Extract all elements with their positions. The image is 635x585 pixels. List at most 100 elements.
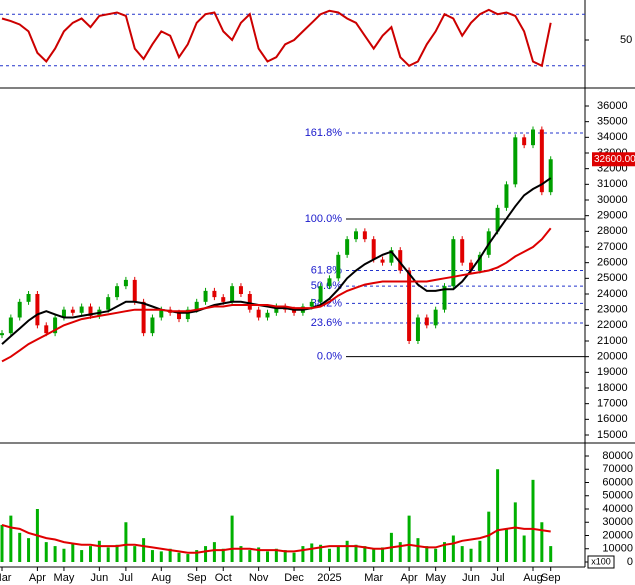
candle xyxy=(477,254,482,271)
y-tick-label: 36000 xyxy=(597,100,628,112)
oscillator-panel xyxy=(0,8,585,68)
volume-bar xyxy=(9,515,13,562)
y-tick-label: 21000 xyxy=(597,335,628,347)
y-tick-label: 28000 xyxy=(597,225,628,237)
last-price-label: 32600.00 xyxy=(594,154,635,165)
candle xyxy=(336,254,341,279)
volume-bar xyxy=(451,535,455,562)
candle xyxy=(35,294,40,326)
x-tick-label: Apr xyxy=(29,572,46,584)
candle xyxy=(177,312,181,320)
x-tick-label: Jun xyxy=(462,572,480,584)
candle xyxy=(460,239,465,263)
candle xyxy=(17,301,22,318)
x-tick-label: Apr xyxy=(401,572,418,584)
x-tick-label: Oct xyxy=(215,572,232,584)
x-tick-label: May xyxy=(425,572,446,584)
volume-bar xyxy=(487,511,491,562)
volume-bar xyxy=(354,544,358,562)
x-tick-label: 2025 xyxy=(317,572,341,584)
volume-bar xyxy=(283,550,287,562)
candle xyxy=(415,317,420,341)
moving-average xyxy=(1,177,552,345)
candle xyxy=(70,309,75,313)
volume-bar xyxy=(460,546,464,562)
volume-bar xyxy=(204,546,208,562)
candle xyxy=(371,239,376,260)
candle xyxy=(539,129,544,193)
volume-bar xyxy=(443,542,446,562)
volume-bar xyxy=(53,546,57,562)
volume-bar xyxy=(496,469,500,562)
candle xyxy=(548,159,553,193)
x-tick-label: May xyxy=(54,572,75,584)
x-tick-label: Sep xyxy=(541,572,561,584)
candle xyxy=(309,301,314,307)
candle xyxy=(256,309,261,318)
x-tick-label: Mar xyxy=(364,572,383,584)
volume-bar xyxy=(177,552,181,562)
y-tick-label: 19000 xyxy=(597,366,628,378)
price-panel: 161.8%100.0%61.8%50.0%38.2%23.6%0.0% xyxy=(0,126,585,363)
candle xyxy=(389,250,394,263)
y-tick-label: 20000 xyxy=(602,529,633,541)
y-tick-label: 22000 xyxy=(597,319,628,331)
y-tick-label: 25000 xyxy=(597,272,628,284)
last-price-box xyxy=(592,152,635,167)
candle xyxy=(424,317,429,326)
candle xyxy=(362,231,367,240)
x-tick-label: Jun xyxy=(90,572,108,584)
volume-bar xyxy=(416,538,420,562)
x-tick-label: Mar xyxy=(0,572,12,584)
candle xyxy=(44,325,49,334)
y-tick-label: 26000 xyxy=(597,257,628,269)
candle xyxy=(132,279,137,302)
candle xyxy=(345,239,350,255)
volume-bar xyxy=(327,548,331,562)
volume-bar xyxy=(159,551,163,562)
x-tick-label: Sep xyxy=(187,572,207,584)
volume-bar xyxy=(80,550,84,562)
volume-bar xyxy=(186,554,190,562)
x-tick-label: Nov xyxy=(249,572,269,584)
y-tick-label: 29000 xyxy=(597,210,628,222)
candle xyxy=(433,309,438,326)
y-tick-label: 27000 xyxy=(597,241,628,253)
candle xyxy=(407,270,412,341)
candle xyxy=(504,184,509,208)
volume-bar xyxy=(266,551,269,562)
volume-bar xyxy=(18,532,22,562)
volume-bar xyxy=(89,546,92,562)
candle xyxy=(230,286,235,302)
volume-bar xyxy=(212,542,216,562)
fib-label: 23.6% xyxy=(311,317,342,329)
candle xyxy=(123,279,128,287)
candle xyxy=(531,129,535,146)
y-tick-label: 30000 xyxy=(597,194,628,206)
volume-bar xyxy=(549,546,553,562)
y-tick-label: 0 xyxy=(627,556,633,568)
y-tick-label: 20000 xyxy=(597,351,628,363)
candle xyxy=(159,309,164,318)
volume-bar xyxy=(381,547,385,562)
candle xyxy=(522,137,527,146)
candle xyxy=(88,306,93,316)
candle xyxy=(185,309,190,320)
candle xyxy=(469,262,474,271)
fib-label: 100.0% xyxy=(305,213,343,225)
volume-bar xyxy=(150,550,154,562)
candle xyxy=(106,297,111,310)
volume-bar xyxy=(44,542,48,562)
candle xyxy=(26,294,31,302)
volume-bar xyxy=(504,528,508,562)
volume-bar xyxy=(0,524,4,562)
x-tick-label: Jul xyxy=(119,572,133,584)
y-tick-label: 30000 xyxy=(602,516,633,528)
volume-bar xyxy=(257,547,261,562)
y-tick-label: 50000 xyxy=(602,490,633,502)
volume-bar xyxy=(239,546,243,562)
candle xyxy=(265,312,270,318)
y-tick-label: 80000 xyxy=(602,450,633,462)
candle xyxy=(0,333,4,336)
